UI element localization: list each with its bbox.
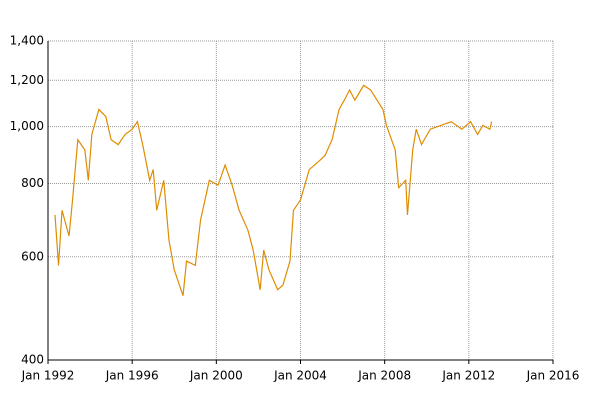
x-tick-label: Jan 2000 <box>189 369 243 383</box>
x-tick-label: Jan 1992 <box>21 369 75 383</box>
y-tick-label: 1,000 <box>10 119 44 133</box>
y-tick-label: 400 <box>21 353 44 367</box>
y-tick-label: 800 <box>21 176 44 190</box>
y-tick-label: 600 <box>21 249 44 263</box>
x-tick-label: Jan 2012 <box>441 369 495 383</box>
x-tick-label: Jan 2016 <box>526 369 580 383</box>
y-tick-label: 1,400 <box>10 34 44 48</box>
y-tick-label: 1,200 <box>10 73 44 87</box>
x-tick-label: Jan 1996 <box>105 369 159 383</box>
x-tick-label: Jan 2008 <box>357 369 411 383</box>
x-tick-label: Jan 2004 <box>273 369 327 383</box>
line <box>54 84 493 296</box>
